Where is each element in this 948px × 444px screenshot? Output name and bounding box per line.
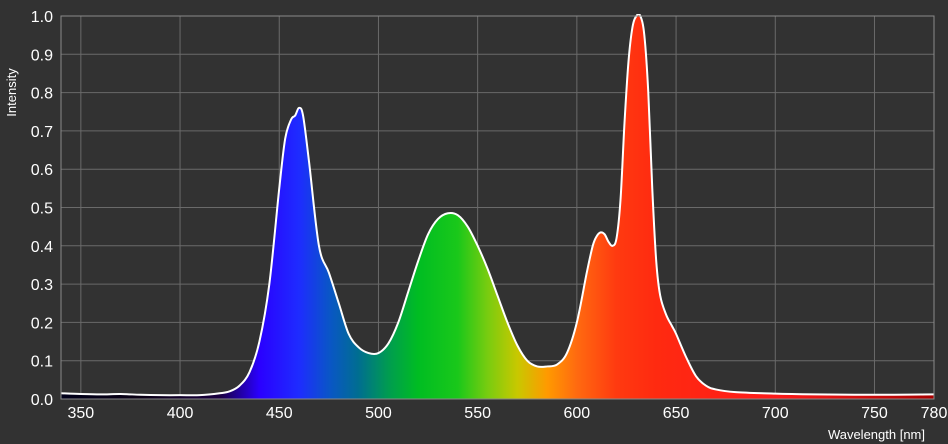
x-tick-label: 400	[167, 405, 194, 422]
x-tick-label: 350	[67, 405, 94, 422]
spectrum-area	[61, 14, 934, 399]
y-tick-label: 0.0	[31, 392, 53, 409]
x-tick-label: 750	[861, 405, 888, 422]
y-axis-ticks: 0.0 0.1 0.2 0.3 0.4 0.5 0.6 0.7 0.8 0.9 1.0	[31, 9, 53, 409]
x-tick-label: 550	[464, 405, 491, 422]
x-tick-label: 780	[921, 405, 948, 422]
y-axis-title: Intensity	[4, 68, 19, 117]
x-tick-label: 600	[564, 405, 591, 422]
x-tick-label: 500	[365, 405, 392, 422]
y-tick-label: 0.3	[31, 277, 53, 294]
y-tick-label: 0.2	[31, 315, 53, 332]
y-tick-label: 0.1	[31, 354, 53, 371]
y-tick-label: 0.8	[31, 86, 53, 103]
x-tick-label: 700	[762, 405, 789, 422]
x-tick-label: 650	[663, 405, 690, 422]
spectrum-curve	[61, 14, 934, 397]
plot-frame	[60, 15, 935, 400]
y-tick-label: 0.9	[31, 47, 53, 64]
y-tick-label: 0.7	[31, 124, 53, 141]
y-tick-label: 1.0	[31, 9, 53, 26]
x-tick-label: 450	[266, 405, 293, 422]
y-tick-label: 0.6	[31, 162, 53, 179]
x-axis-title: Wavelength [nm]	[828, 427, 925, 442]
x-axis-ticks: 350 400 450 500 550 600 650 700 750 780	[67, 405, 947, 422]
y-tick-label: 0.5	[31, 201, 53, 218]
y-tick-label: 0.4	[31, 239, 53, 256]
